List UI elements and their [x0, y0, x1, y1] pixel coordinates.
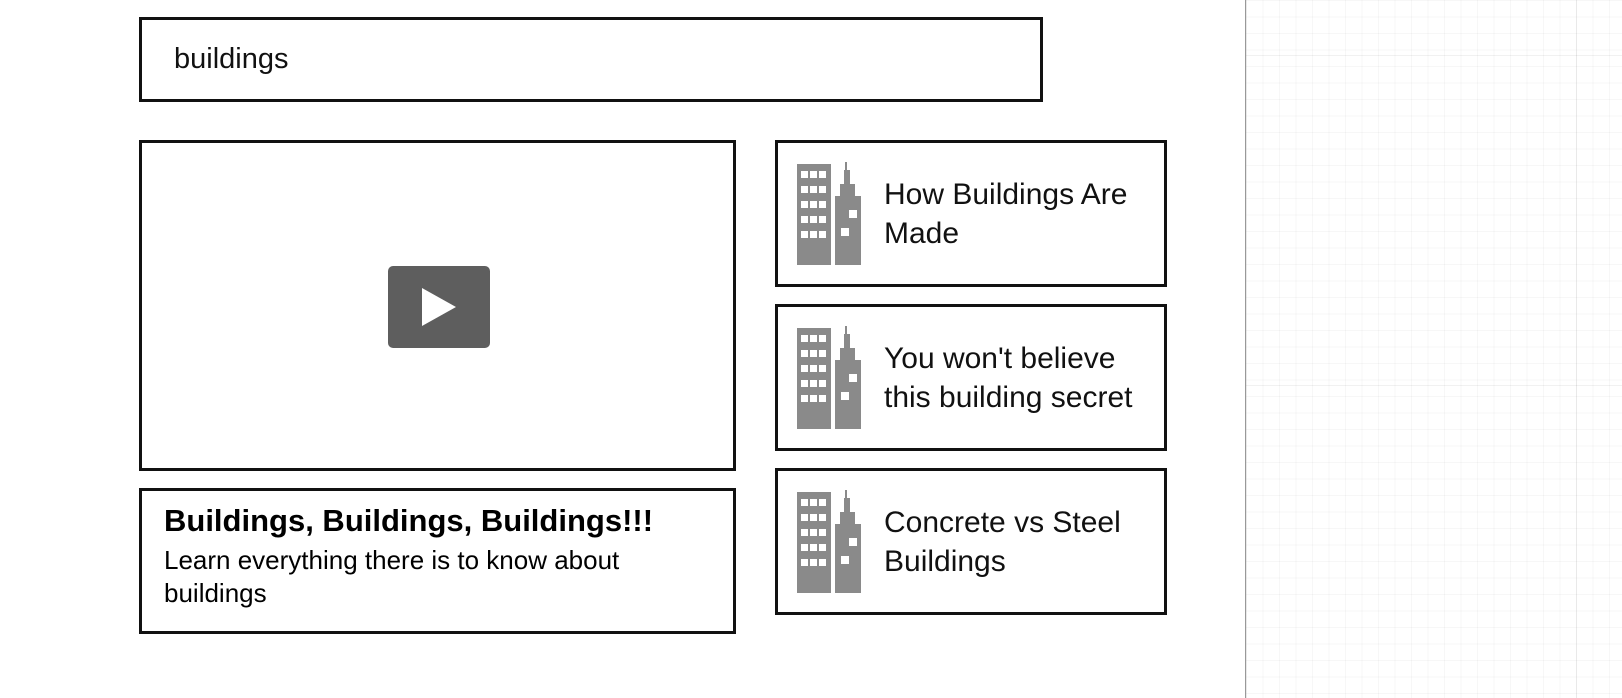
panel-divider [1245, 0, 1246, 698]
buildings-icon [797, 326, 861, 429]
video-list-item[interactable]: You won't believe this building secret [775, 304, 1167, 451]
grid-background-panel [1246, 0, 1622, 698]
video-player[interactable] [139, 140, 736, 471]
video-list-item[interactable]: How Buildings Are Made [775, 140, 1167, 287]
video-title: Buildings, Buildings, Buildings!!! [164, 503, 654, 538]
search-input[interactable]: buildings [174, 43, 289, 75]
video-details: Buildings, Buildings, Buildings!!! Learn… [139, 488, 736, 634]
play-button[interactable] [388, 266, 490, 348]
wireframe-canvas: buildings Buildings, Buildings, Building… [139, 17, 1167, 634]
buildings-icon [797, 490, 861, 593]
search-bar[interactable]: buildings [139, 17, 1043, 102]
buildings-icon [797, 162, 861, 265]
video-list-item[interactable]: Concrete vs Steel Buildings [775, 468, 1167, 615]
video-description: Learn everything there is to know about … [164, 545, 620, 608]
play-icon [422, 288, 456, 326]
video-list-item-title: You won't believe this building secret [884, 341, 1133, 414]
video-list-item-title: How Buildings Are Made [884, 177, 1128, 250]
video-list-item-title: Concrete vs Steel Buildings [884, 505, 1121, 578]
